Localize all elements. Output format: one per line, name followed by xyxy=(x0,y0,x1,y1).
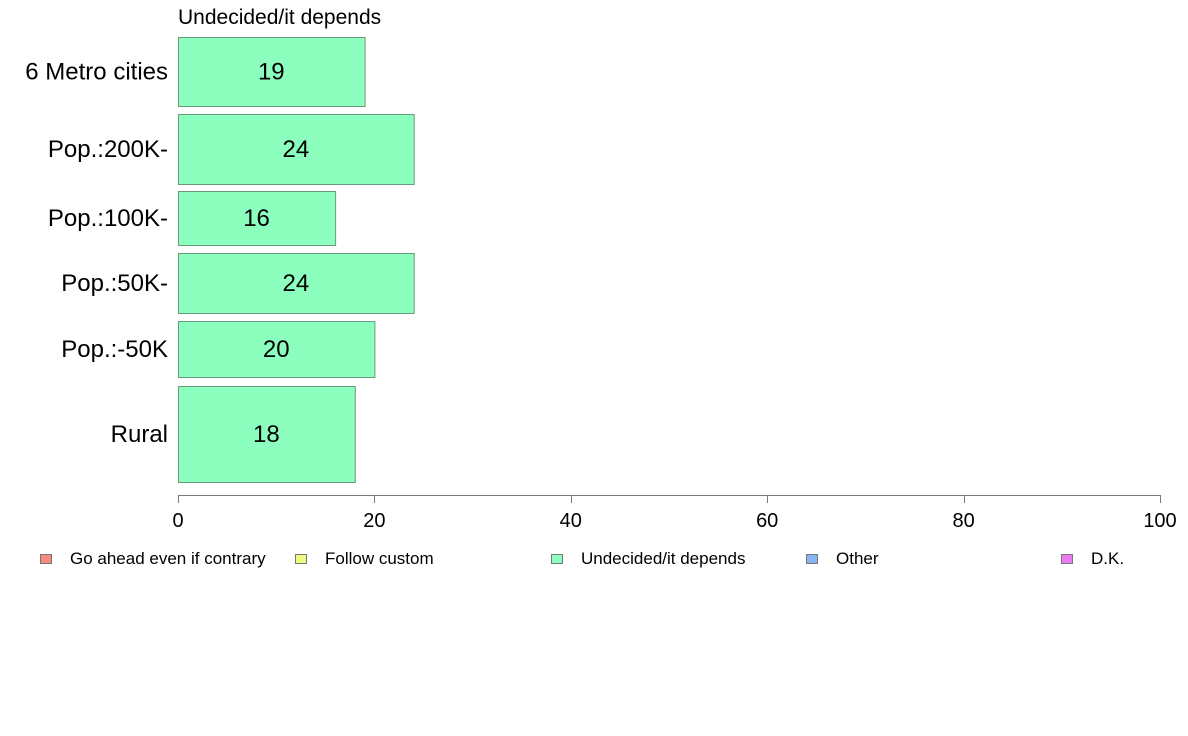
x-tick-label: 20 xyxy=(363,510,385,532)
bar xyxy=(178,114,415,185)
legend-item: Go ahead even if contrary xyxy=(40,548,266,570)
bar-value-label: 16 xyxy=(243,205,270,232)
category-label: 6 Metro cities xyxy=(25,59,168,86)
legend-item: Other xyxy=(806,548,879,570)
category-label: Pop.:100K- xyxy=(48,205,168,232)
legend-swatch xyxy=(806,554,818,564)
bar-value-label: 20 xyxy=(263,336,290,363)
legend-label: Follow custom xyxy=(325,549,434,568)
legend-label: Undecided/it depends xyxy=(581,549,746,568)
legend-item: D.K. xyxy=(1061,548,1124,570)
x-tick-label: 40 xyxy=(560,510,582,532)
legend-label: Go ahead even if contrary xyxy=(70,549,266,568)
legend: Go ahead even if contrary Follow custom Un… xyxy=(0,548,1188,572)
x-tick-label: 100 xyxy=(1143,510,1176,532)
legend-swatch xyxy=(40,554,52,564)
bar xyxy=(178,386,356,483)
bar xyxy=(178,253,415,314)
bar xyxy=(178,37,366,107)
x-tick-label: 60 xyxy=(756,510,778,532)
x-tick-label: 0 xyxy=(172,510,183,532)
legend-label: Other xyxy=(836,549,879,568)
legend-swatch xyxy=(295,554,307,564)
category-label: Pop.:50K- xyxy=(61,270,168,297)
bar xyxy=(178,191,337,246)
category-label: Pop.:-50K xyxy=(61,336,168,363)
legend-swatch xyxy=(551,554,563,564)
bar-value-label: 19 xyxy=(258,59,285,86)
category-label: Pop.:200K- xyxy=(48,136,168,163)
bar-group: 19 6 Metro cities 24 Pop.:200K- 16 Pop.:100K-… xyxy=(25,37,415,483)
category-label: Rural xyxy=(111,421,168,448)
bar xyxy=(178,321,376,378)
legend-swatch xyxy=(1061,554,1073,564)
legend-item: Follow custom xyxy=(295,548,434,570)
chart-title: Undecided/it depends xyxy=(178,6,381,29)
bar-value-label: 24 xyxy=(282,270,309,297)
x-tick-label: 80 xyxy=(952,510,974,532)
bar-value-label: 18 xyxy=(253,421,280,448)
legend-label: D.K. xyxy=(1091,549,1125,568)
x-axis: 0 20 40 60 80 100 xyxy=(172,495,1177,532)
bar-value-label: 24 xyxy=(282,136,309,163)
legend-item: Undecided/it depends xyxy=(551,548,745,570)
